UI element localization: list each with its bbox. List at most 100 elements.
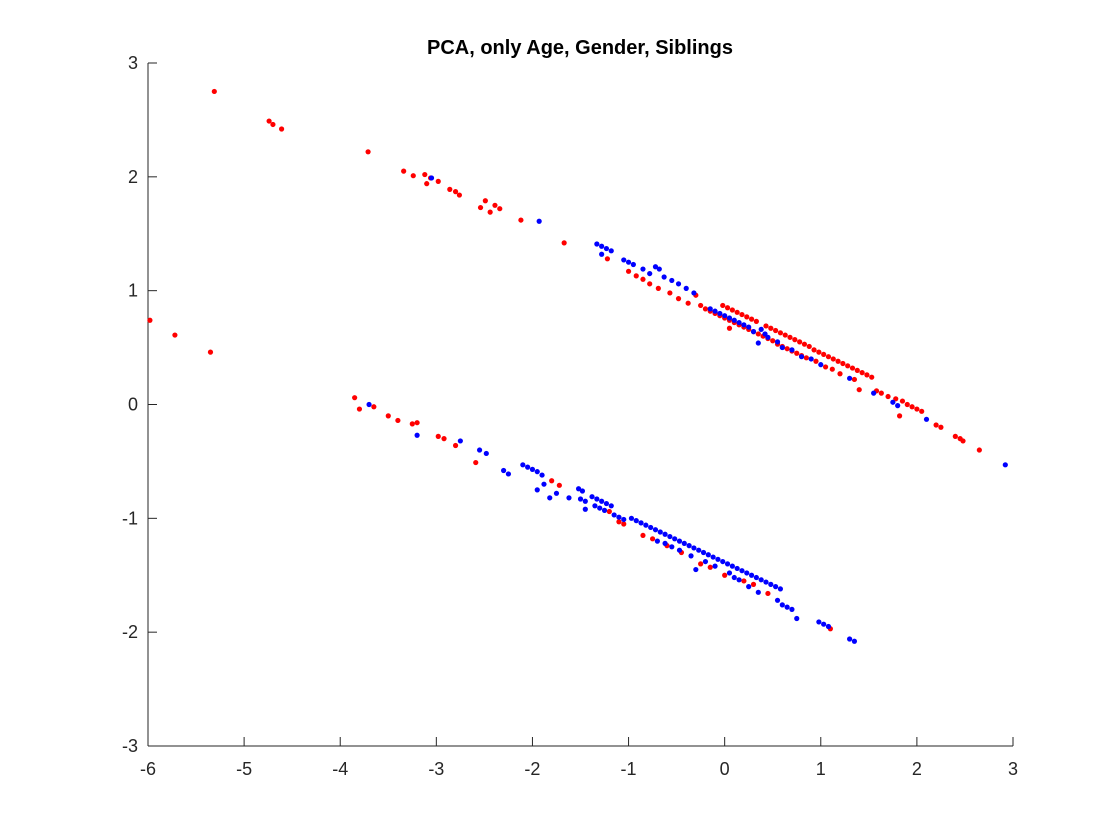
y-tick-label: 3 xyxy=(128,53,138,73)
data-point xyxy=(691,545,697,551)
data-point xyxy=(547,495,553,501)
data-point xyxy=(601,507,608,513)
data-point xyxy=(483,450,489,457)
data-point xyxy=(864,372,870,378)
data-point xyxy=(575,486,582,492)
data-point xyxy=(938,424,944,430)
data-point xyxy=(813,358,819,364)
data-point xyxy=(534,487,540,493)
data-point xyxy=(744,570,750,576)
data-point xyxy=(589,494,595,500)
x-tick-label: -2 xyxy=(524,759,540,779)
data-point xyxy=(497,206,503,212)
data-point xyxy=(606,508,612,515)
data-point xyxy=(753,574,759,581)
data-point xyxy=(556,482,562,488)
data-point xyxy=(625,259,632,265)
data-point xyxy=(616,514,622,520)
data-point xyxy=(553,490,560,496)
data-point xyxy=(662,531,668,537)
data-point xyxy=(698,561,704,567)
data-point xyxy=(414,420,420,426)
x-tick-label: 3 xyxy=(1008,759,1018,779)
data-point xyxy=(395,417,401,424)
data-point xyxy=(599,498,605,504)
data-point xyxy=(787,334,793,340)
data-point xyxy=(672,536,678,542)
data-point xyxy=(409,421,415,427)
data-point xyxy=(726,315,733,321)
data-point xyxy=(777,330,784,336)
data-point xyxy=(456,192,462,198)
data-point xyxy=(895,403,901,409)
data-point xyxy=(960,438,966,444)
data-point xyxy=(608,503,614,509)
data-point xyxy=(746,324,752,330)
data-point xyxy=(536,218,542,224)
data-point xyxy=(621,516,627,523)
data-point xyxy=(594,496,600,502)
data-point xyxy=(270,121,276,128)
data-point xyxy=(667,533,673,540)
data-point xyxy=(492,202,498,208)
data-point xyxy=(748,316,755,322)
data-point xyxy=(871,390,877,396)
data-point xyxy=(726,325,733,331)
data-point xyxy=(707,306,713,312)
data-point xyxy=(603,500,610,507)
data-point xyxy=(424,181,430,187)
data-point xyxy=(633,518,639,524)
data-point xyxy=(582,506,588,512)
data-point xyxy=(789,347,795,353)
data-point xyxy=(441,436,447,442)
data-point xyxy=(640,266,646,272)
data-point xyxy=(147,317,153,323)
data-point xyxy=(825,354,832,360)
data-point xyxy=(616,519,622,525)
y-tick-label: 0 xyxy=(128,395,138,415)
data-point xyxy=(579,488,586,494)
data-point xyxy=(856,387,862,393)
data-point xyxy=(649,536,656,542)
data-point xyxy=(633,273,639,279)
data-point xyxy=(452,189,459,195)
data-point xyxy=(529,466,536,472)
data-point xyxy=(356,406,363,412)
data-point xyxy=(638,520,644,526)
data-point xyxy=(414,432,420,438)
data-point xyxy=(890,399,896,405)
data-point xyxy=(773,327,779,334)
data-point xyxy=(784,346,790,352)
y-tick-label: -3 xyxy=(122,736,138,756)
data-point xyxy=(702,306,709,312)
data-point xyxy=(744,314,750,320)
data-point xyxy=(919,408,925,414)
data-point xyxy=(762,331,768,337)
data-point xyxy=(698,302,704,309)
data-point xyxy=(798,354,805,360)
y-tick-label: 2 xyxy=(128,167,138,187)
data-point xyxy=(640,532,646,539)
data-point xyxy=(773,584,779,590)
data-point xyxy=(746,584,752,590)
data-point xyxy=(835,358,841,364)
data-point xyxy=(518,217,524,223)
data-point xyxy=(822,364,829,370)
data-point xyxy=(266,118,272,124)
data-point xyxy=(803,355,809,361)
data-point xyxy=(621,521,627,527)
data-point xyxy=(765,334,771,340)
data-point xyxy=(435,433,441,439)
data-point xyxy=(734,565,740,572)
data-point xyxy=(592,503,598,509)
data-point xyxy=(768,581,774,587)
axes: -6 -5 -4 -3 -2 -1 0 1 2 3 -3 -2 -1 0 1 2 3 xyxy=(122,53,1018,779)
data-point xyxy=(712,563,718,569)
data-point xyxy=(869,374,875,380)
data-point xyxy=(457,438,463,444)
data-point xyxy=(582,498,588,504)
data-point xyxy=(885,393,891,400)
data-point xyxy=(758,326,764,332)
y-tick-label: 1 xyxy=(128,281,138,301)
